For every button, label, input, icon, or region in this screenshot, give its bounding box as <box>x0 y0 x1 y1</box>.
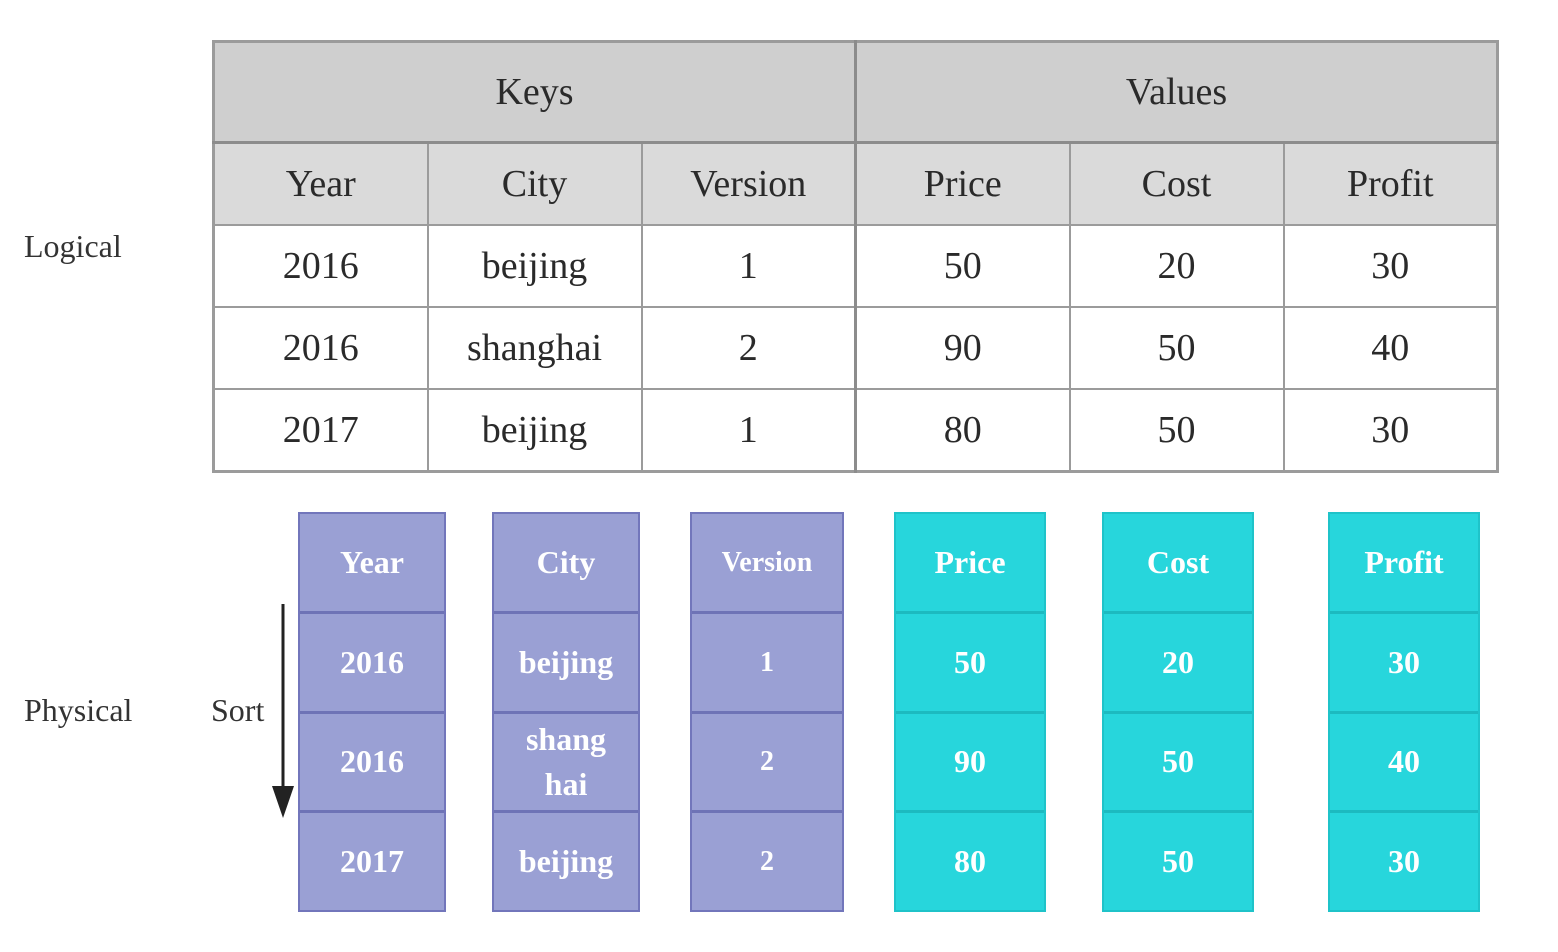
physical-data-cell: 2016 <box>300 610 444 711</box>
logical-label: Logical <box>24 228 122 264</box>
physical-data-cell: beijing <box>494 610 638 711</box>
physical-data-cell: 80 <box>896 810 1044 910</box>
physical-data-cell: 20 <box>1104 610 1252 711</box>
physical-header-cell: Profit <box>1364 543 1444 580</box>
table-row: 2016 shanghai 2 90 50 40 <box>212 306 1499 390</box>
table-cell: 20 <box>1068 224 1285 308</box>
physical-data-cell: 40 <box>1330 710 1478 811</box>
table-cell: beijing <box>426 388 643 473</box>
physical-data-cell: 30 <box>1330 810 1478 910</box>
column-header-year: Year <box>212 141 429 226</box>
table-cell: 50 <box>854 224 1071 308</box>
sort-arrow-icon <box>272 604 294 818</box>
table-cell: 2 <box>640 306 857 390</box>
logical-table: Keys Values Year City Version Price Cost… <box>212 40 1499 473</box>
column-header-city: City <box>426 141 643 226</box>
physical-data-cell: 1 <box>692 610 842 711</box>
table-cell: 2017 <box>212 388 429 473</box>
physical-label: Physical <box>24 692 133 728</box>
column-header-price: Price <box>854 141 1071 226</box>
physical-data-cell: 90 <box>896 710 1044 811</box>
physical-header-cell: Cost <box>1146 543 1210 580</box>
table-cell: 1 <box>640 388 857 473</box>
logical-group-header-row: Keys Values <box>212 40 1499 144</box>
physical-column-price: Price 50 90 80 <box>894 512 1046 912</box>
column-header-cost: Cost <box>1068 141 1285 226</box>
physical-data-cell: 50 <box>1104 710 1252 811</box>
physical-header-cell: Version <box>721 546 813 578</box>
physical-data-cell: 2016 <box>300 710 444 811</box>
physical-column-profit: Profit 30 40 30 <box>1328 512 1480 912</box>
physical-data-cell-text: shang hai <box>525 721 607 802</box>
physical-column-city: City beijing shang hai beijing <box>492 512 640 912</box>
table-cell: 1 <box>640 224 857 308</box>
physical-data-cell: 50 <box>1104 810 1252 910</box>
column-header-version: Version <box>640 141 857 226</box>
table-cell: shanghai <box>426 306 643 390</box>
physical-data-cell: shang hai <box>494 710 638 811</box>
table-cell: 2016 <box>212 224 429 308</box>
table-cell: 30 <box>1282 388 1499 473</box>
logical-column-header-row: Year City Version Price Cost Profit <box>212 141 1499 226</box>
physical-data-cell: beijing <box>494 810 638 910</box>
table-row: 2017 beijing 1 80 50 30 <box>212 388 1499 473</box>
physical-data-cell: 50 <box>896 610 1044 711</box>
sort-label: Sort <box>211 692 265 728</box>
physical-data-cell: 2017 <box>300 810 444 910</box>
table-cell: 90 <box>854 306 1071 390</box>
column-header-profit: Profit <box>1282 141 1499 226</box>
table-cell: 80 <box>854 388 1071 473</box>
table-cell: 2016 <box>212 306 429 390</box>
physical-header-cell: Price <box>934 543 1006 580</box>
physical-header-cell: City <box>536 543 596 580</box>
keys-group-header: Keys <box>212 40 857 144</box>
table-cell: 30 <box>1282 224 1499 308</box>
physical-column-year: Year 2016 2016 2017 <box>298 512 446 912</box>
physical-header-cell: Year <box>340 543 404 580</box>
table-row: 2016 beijing 1 50 20 30 <box>212 224 1499 308</box>
physical-data-cell: 2 <box>692 810 842 910</box>
physical-column-cost: Cost 20 50 50 <box>1102 512 1254 912</box>
physical-data-cell: 30 <box>1330 610 1478 711</box>
physical-column-version: Version 1 2 2 <box>690 512 844 912</box>
table-cell: 50 <box>1068 388 1285 473</box>
table-cell: 40 <box>1282 306 1499 390</box>
values-group-header: Values <box>854 40 1499 144</box>
table-cell: 50 <box>1068 306 1285 390</box>
physical-data-cell: 2 <box>692 710 842 811</box>
table-cell: beijing <box>426 224 643 308</box>
